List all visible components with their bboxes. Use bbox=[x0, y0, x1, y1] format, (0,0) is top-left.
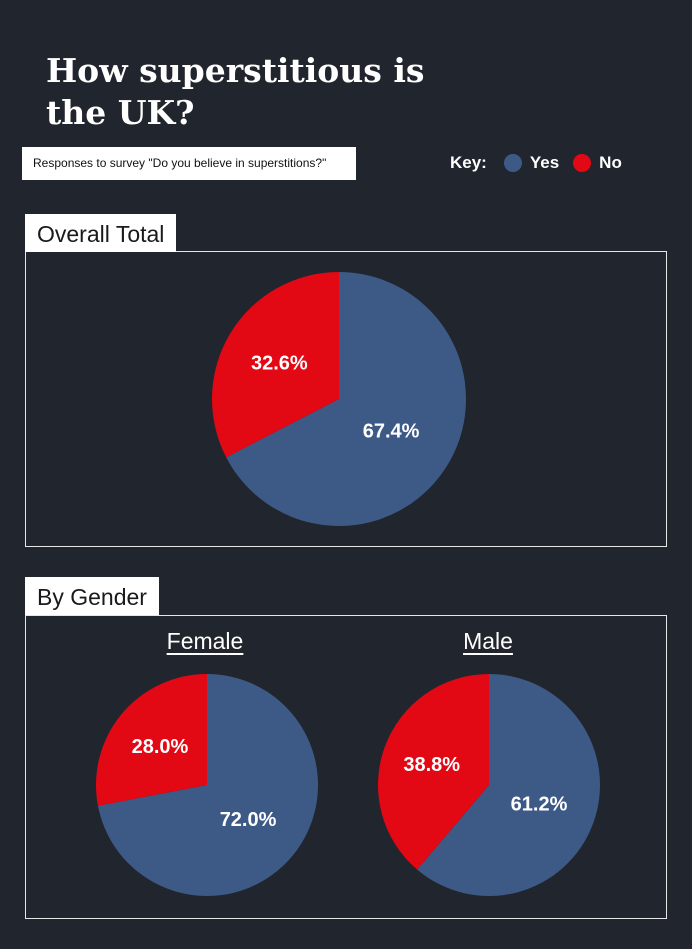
male-pie-chart: 61.2% 38.8% bbox=[378, 674, 600, 896]
overall-section-tab: Overall Total bbox=[25, 214, 177, 252]
legend-swatch-yes bbox=[503, 154, 522, 172]
legend: Key: Yes No bbox=[450, 150, 636, 176]
overall-total-slice-no bbox=[212, 272, 339, 458]
female-slice-no bbox=[95, 674, 207, 806]
legend-label-no: No bbox=[599, 153, 622, 172]
female-pie-chart: 72.0% 28.0% bbox=[95, 674, 318, 896]
legend-item-no: No bbox=[573, 153, 622, 173]
female-chart-title: Female bbox=[166, 628, 244, 654]
overall-total-label-yes: 67.4% bbox=[363, 421, 420, 443]
overall-total-label-no: 32.6% bbox=[251, 353, 308, 375]
male-pie: 61.2% 38.8% bbox=[378, 674, 600, 896]
female-pie: 72.0% 28.0% bbox=[95, 674, 318, 896]
male-label-no: 38.8% bbox=[403, 754, 460, 776]
female-label-yes: 72.0% bbox=[220, 809, 277, 831]
female-label-no: 28.0% bbox=[132, 736, 189, 758]
legend-swatch-no bbox=[573, 154, 592, 172]
male-slice-no bbox=[378, 674, 489, 870]
legend-label-yes: Yes bbox=[529, 153, 560, 172]
male-label-yes: 61.2% bbox=[511, 793, 568, 815]
female-slice-yes bbox=[97, 674, 318, 896]
male-chart-title: Male bbox=[463, 628, 513, 654]
survey-subtitle: Responses to survey "Do you believe in s… bbox=[22, 147, 356, 180]
overall-pie: 67.4% 32.6% bbox=[212, 272, 466, 526]
male-slice-yes bbox=[417, 674, 600, 896]
overall-pie-chart: 67.4% 32.6% bbox=[212, 272, 466, 526]
gender-section-tab: By Gender bbox=[25, 577, 159, 615]
overall-panel bbox=[25, 251, 667, 547]
legend-item-yes: Yes bbox=[503, 153, 560, 173]
legend-key-label: Key: bbox=[450, 153, 487, 172]
gender-panel bbox=[25, 615, 667, 919]
overall-total-slice-yes bbox=[226, 272, 466, 526]
page-title: How superstitious is the UK? bbox=[46, 51, 425, 132]
